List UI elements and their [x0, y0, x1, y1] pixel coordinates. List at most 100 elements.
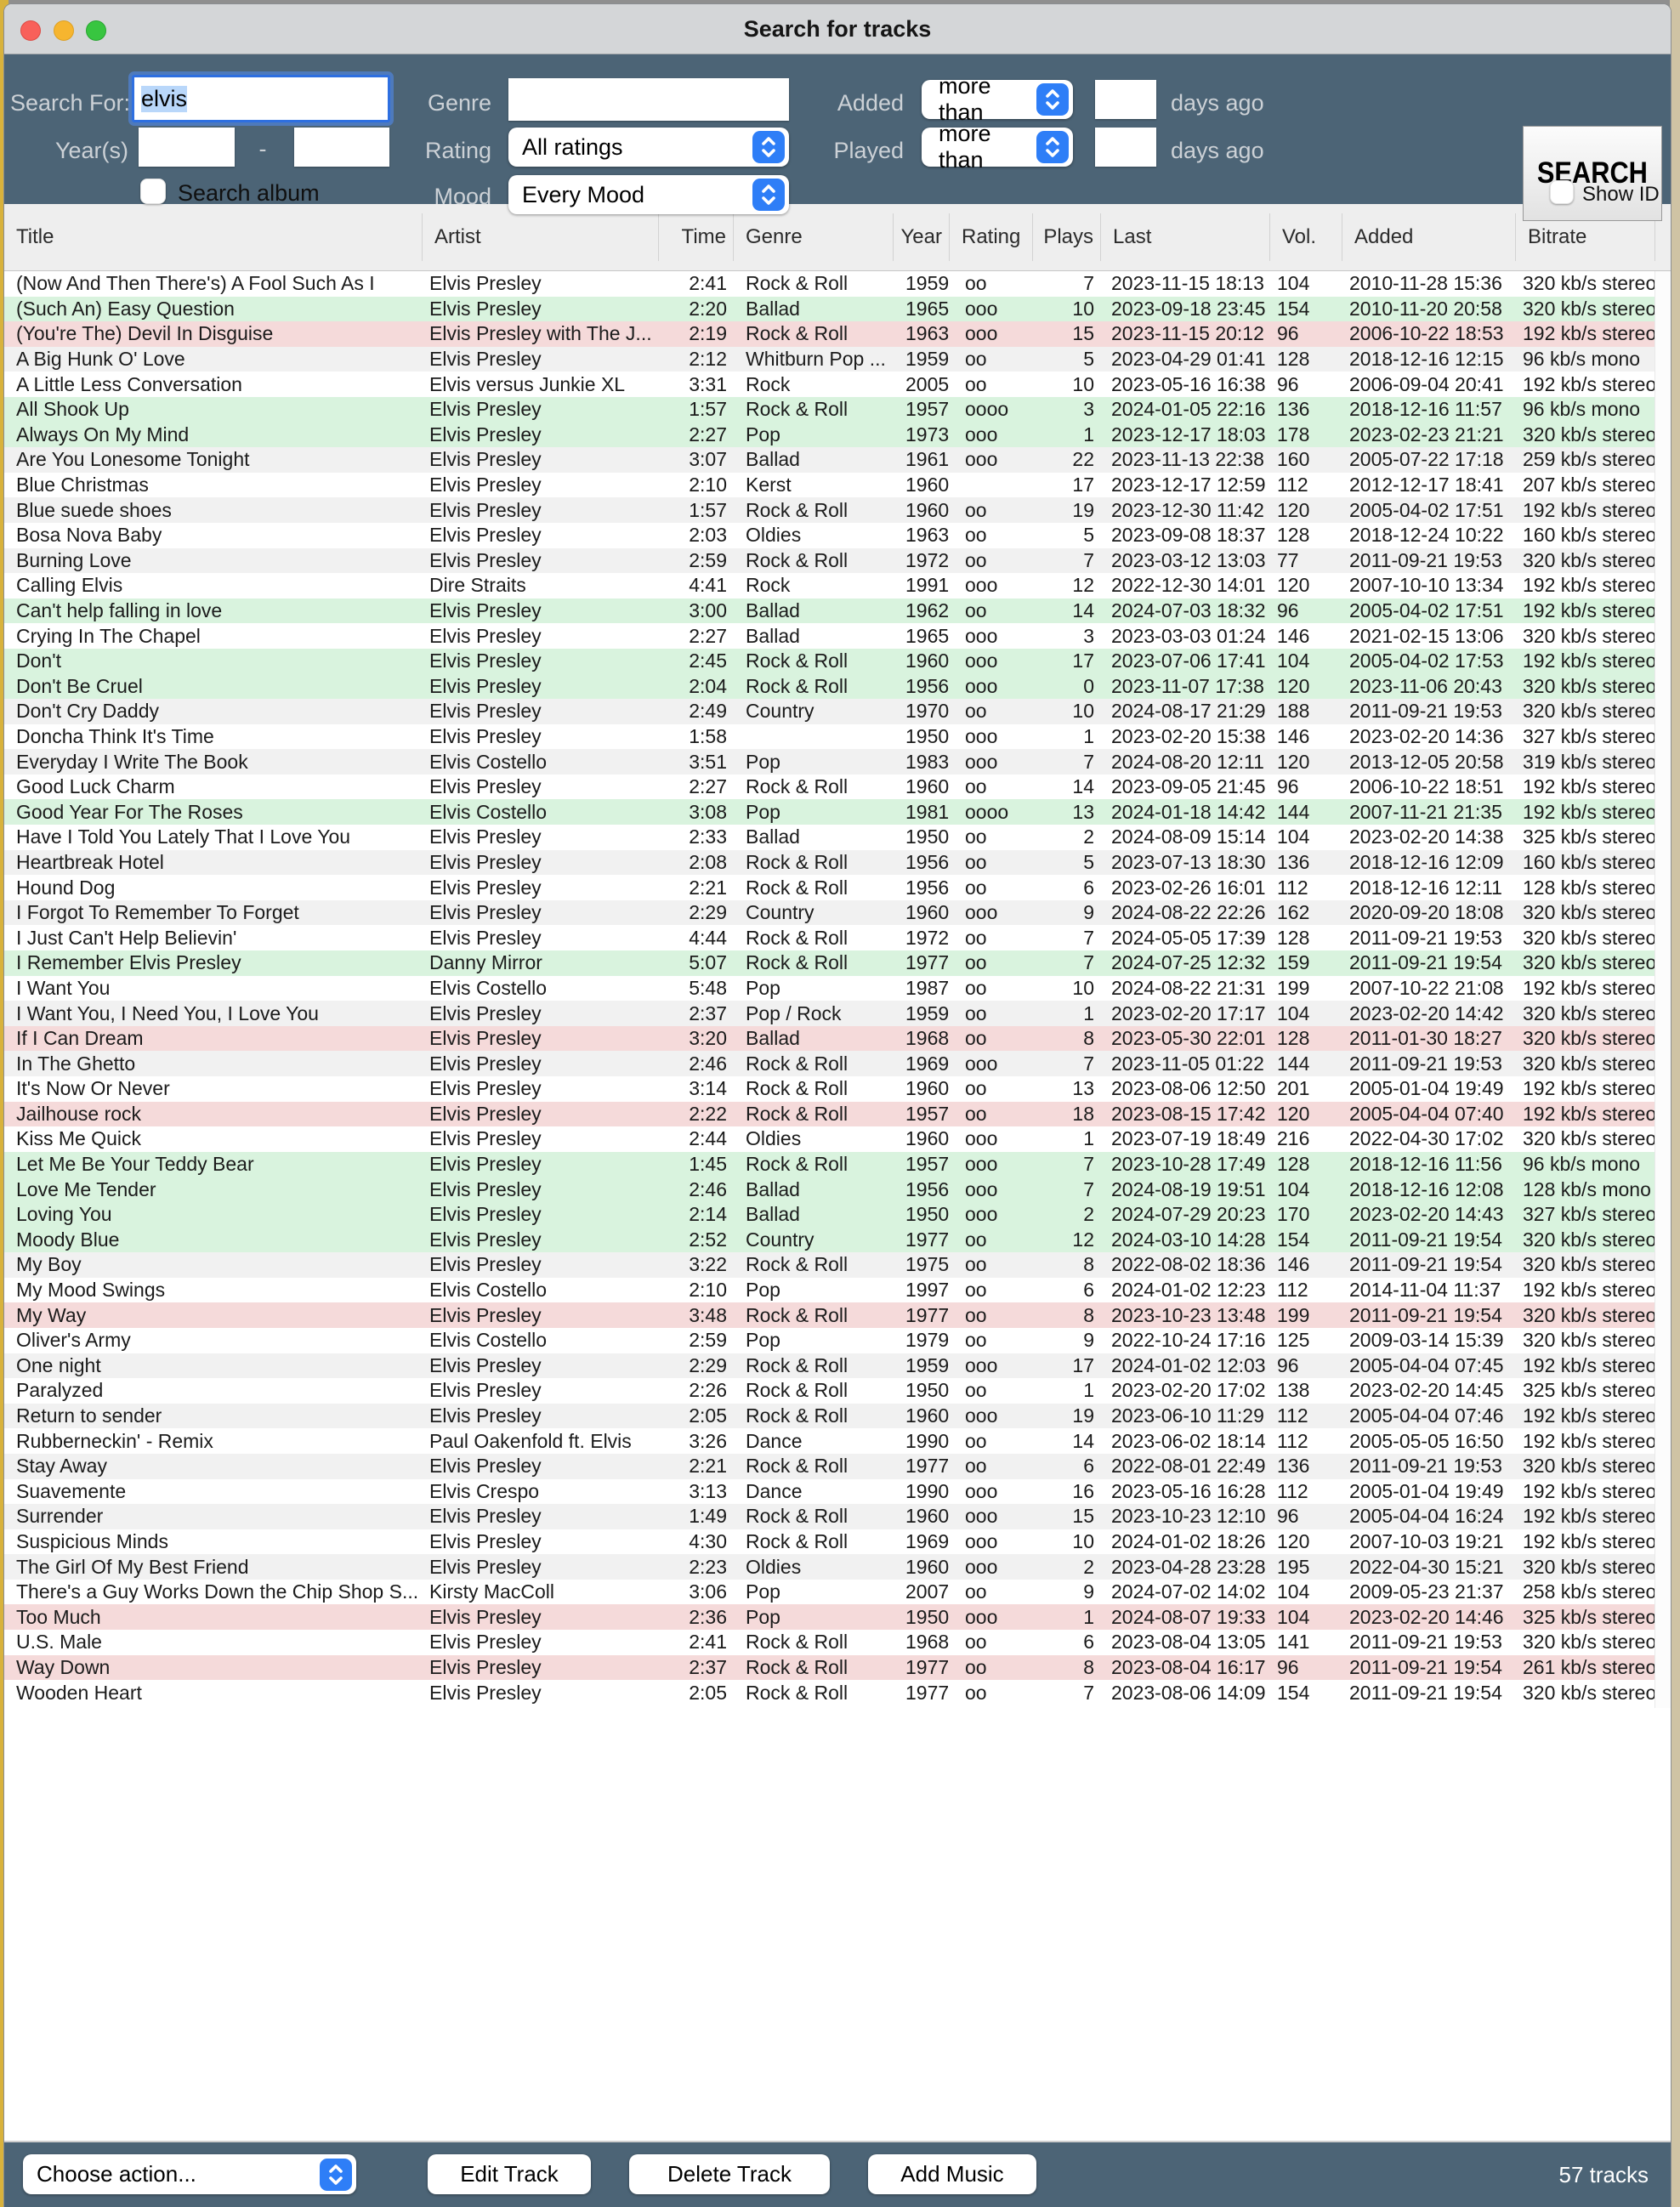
- mood-select[interactable]: Every Mood: [508, 175, 789, 214]
- table-row[interactable]: The Girl Of My Best Friend Elvis Presley 2…: [4, 1554, 1655, 1580]
- show-id-checkbox[interactable]: [1550, 180, 1574, 204]
- column-header-plays[interactable]: Plays: [1033, 213, 1101, 261]
- table-row[interactable]: Crying In The Chapel Elvis Presley 2:27 Bal…: [4, 623, 1655, 649]
- column-header-bitrate[interactable]: Bitrate: [1516, 213, 1655, 261]
- table-row[interactable]: Suavemente Elvis Crespo 3:13 Dance 1990 ooo 16…: [4, 1479, 1655, 1505]
- cell-artist: Elvis Presley: [429, 348, 542, 371]
- played-comparator-select[interactable]: more than: [922, 121, 1073, 173]
- cell-artist: Elvis Presley: [429, 775, 542, 798]
- add-music-button[interactable]: Add Music: [868, 2154, 1036, 2194]
- column-header-genre[interactable]: Genre: [734, 213, 894, 261]
- cell-added: 2011-09-21 19:53: [1349, 926, 1502, 949]
- cell-artist: Elvis Presley: [429, 1153, 542, 1176]
- column-header-added[interactable]: Added: [1342, 213, 1516, 261]
- column-header-vol[interactable]: Vol.: [1270, 213, 1342, 261]
- table-row[interactable]: Are You Lonesome Tonight Elvis Presley 3:0…: [4, 447, 1655, 473]
- table-row[interactable]: Good Luck Charm Elvis Presley 2:27 Rock & R…: [4, 774, 1655, 800]
- table-row[interactable]: It's Now Or Never Elvis Presley 3:14 Rock &…: [4, 1076, 1655, 1102]
- table-row[interactable]: Jailhouse rock Elvis Presley 2:22 Rock & Ro…: [4, 1101, 1655, 1127]
- delete-track-button[interactable]: Delete Track: [629, 2154, 830, 2194]
- table-row[interactable]: My Boy Elvis Presley 3:22 Rock & Roll 1975 oo…: [4, 1252, 1655, 1278]
- table-row[interactable]: Burning Love Elvis Presley 2:59 Rock & Roll…: [4, 547, 1655, 574]
- edit-track-button[interactable]: Edit Track: [428, 2154, 591, 2194]
- table-row[interactable]: My Way Elvis Presley 3:48 Rock & Roll 1977 oo…: [4, 1302, 1655, 1328]
- table-row[interactable]: If I Can Dream Elvis Presley 3:20 Ballad 196…: [4, 1025, 1655, 1052]
- table-row[interactable]: Always On My Mind Elvis Presley 2:27 Pop 197…: [4, 422, 1655, 448]
- played-days-input[interactable]: [1095, 128, 1156, 167]
- table-row[interactable]: Everyday I Write The Book Elvis Costello 3…: [4, 749, 1655, 774]
- table-row[interactable]: Good Year For The Roses Elvis Costello 3:0…: [4, 799, 1655, 825]
- table-row[interactable]: My Mood Swings Elvis Costello 2:10 Pop 1997 o…: [4, 1278, 1655, 1303]
- table-row[interactable]: Heartbreak Hotel Elvis Presley 2:08 Rock & …: [4, 849, 1655, 876]
- table-row[interactable]: A Little Less Conversation Elvis versus J…: [4, 372, 1655, 397]
- table-row[interactable]: Have I Told You Lately That I Love You El…: [4, 825, 1655, 850]
- rating-select[interactable]: All ratings: [508, 128, 789, 167]
- table-row[interactable]: Suspicious Minds Elvis Presley 4:30 Rock & …: [4, 1529, 1655, 1555]
- table-row[interactable]: Oliver's Army Elvis Costello 2:59 Pop 1979 oo…: [4, 1328, 1655, 1353]
- table-row[interactable]: I Remember Elvis Presley Danny Mirror 5:07…: [4, 950, 1655, 976]
- table-row[interactable]: There's a Guy Works Down the Chip Shop S…: [4, 1580, 1655, 1605]
- table-row[interactable]: In The Ghetto Elvis Presley 2:46 Rock & Rol…: [4, 1051, 1655, 1076]
- table-row[interactable]: Rubberneckin' - Remix Paul Oakenfold ft. …: [4, 1428, 1655, 1454]
- year-from-input[interactable]: [139, 128, 235, 167]
- table-row[interactable]: All Shook Up Elvis Presley 1:57 Rock & Roll…: [4, 396, 1654, 423]
- table-row[interactable]: I Forgot To Remember To Forget Elvis Pres…: [4, 899, 1655, 926]
- table-row[interactable]: (Now And Then There's) A Fool Such As I E…: [4, 271, 1655, 297]
- table-row[interactable]: Don't Cry Daddy Elvis Presley 2:49 Country 1…: [4, 699, 1655, 724]
- year-to-input[interactable]: [294, 128, 389, 167]
- title-bar[interactable]: Search for tracks: [4, 4, 1671, 54]
- cell-rating: oo: [965, 1228, 987, 1251]
- column-header-time[interactable]: Time: [659, 213, 734, 261]
- table-row[interactable]: I Just Can't Help Believin' Elvis Presley…: [4, 925, 1655, 950]
- table-row[interactable]: Love Me Tender Elvis Presley 2:46 Ballad 195…: [4, 1177, 1654, 1202]
- table-row[interactable]: Don't Elvis Presley 2:45 Rock & Roll 1960 ooo…: [4, 648, 1655, 674]
- cell-time: 5:48: [689, 976, 727, 999]
- table-row[interactable]: Moody Blue Elvis Presley 2:52 Country 1977 oo…: [4, 1227, 1655, 1253]
- search-input[interactable]: elvis: [132, 75, 390, 122]
- table-row[interactable]: Blue suede shoes Elvis Presley 1:57 Rock & …: [4, 497, 1655, 523]
- table-row[interactable]: Return to sender Elvis Presley 2:05 Rock & …: [4, 1403, 1655, 1429]
- table-row[interactable]: Can't help falling in love Elvis Presley 3…: [4, 598, 1655, 624]
- table-row[interactable]: A Big Hunk O' Love Elvis Presley 2:12 Whitb…: [4, 346, 1654, 372]
- table-row[interactable]: Kiss Me Quick Elvis Presley 2:44 Oldies 1960…: [4, 1126, 1655, 1152]
- choose-action-select[interactable]: Choose action...: [23, 2154, 356, 2194]
- column-header-last[interactable]: Last: [1101, 213, 1270, 261]
- table-row[interactable]: One night Elvis Presley 2:29 Rock & Roll 195…: [4, 1353, 1655, 1379]
- cell-time: 1:57: [689, 398, 727, 421]
- table-row[interactable]: U.S. Male Elvis Presley 2:41 Rock & Roll 196…: [4, 1630, 1655, 1655]
- close-icon[interactable]: [20, 20, 41, 41]
- table-row[interactable]: I Want You, I Need You, I Love You Elvis …: [4, 1001, 1655, 1026]
- minimize-icon[interactable]: [54, 20, 74, 41]
- table-row[interactable]: Wooden Heart Elvis Presley 2:05 Rock & Roll…: [4, 1680, 1655, 1705]
- added-days-input[interactable]: [1095, 80, 1156, 119]
- genre-input[interactable]: [508, 78, 789, 121]
- added-comparator-select[interactable]: more than: [922, 73, 1073, 125]
- table-row[interactable]: Way Down Elvis Presley 2:37 Rock & Roll 1977…: [4, 1654, 1655, 1681]
- table-row[interactable]: Stay Away Elvis Presley 2:21 Rock & Roll 197…: [4, 1453, 1655, 1479]
- table-row[interactable]: Doncha Think It's Time Elvis Presley 1:58 1…: [4, 724, 1655, 750]
- table-row[interactable]: Too Much Elvis Presley 2:36 Pop 1950 ooo 1 2024…: [4, 1604, 1655, 1631]
- search-album-checkbox[interactable]: [140, 179, 166, 204]
- table-row[interactable]: Let Me Be Your Teddy Bear Elvis Presley 1:…: [4, 1151, 1654, 1177]
- table-row[interactable]: Don't Be Cruel Elvis Presley 2:04 Rock & Ro…: [4, 673, 1655, 700]
- cell-title: Return to sender: [16, 1404, 162, 1427]
- table-row[interactable]: Blue Christmas Elvis Presley 2:10 Kerst 1960…: [4, 473, 1655, 498]
- search-button[interactable]: SEARCH: [1523, 126, 1662, 221]
- table-row[interactable]: Bosa Nova Baby Elvis Presley 2:03 Oldies 196…: [4, 523, 1655, 548]
- table-row[interactable]: Loving You Elvis Presley 2:14 Ballad 1950 ooo…: [4, 1201, 1655, 1228]
- table-row[interactable]: Hound Dog Elvis Presley 2:21 Rock & Roll 195…: [4, 875, 1655, 900]
- column-header-rating[interactable]: Rating: [950, 213, 1033, 261]
- cell-bitrate: 192 kb/s stereo: [1523, 1479, 1655, 1502]
- table-row[interactable]: I Want You Elvis Costello 5:48 Pop 1987 oo 10 2…: [4, 976, 1655, 1001]
- cell-time: 3:20: [689, 1027, 727, 1050]
- table-row[interactable]: Paralyzed Elvis Presley 2:26 Rock & Roll 195…: [4, 1378, 1655, 1404]
- zoom-icon[interactable]: [86, 20, 106, 41]
- table-row[interactable]: (You're The) Devil In Disguise Elvis Pres…: [4, 321, 1655, 347]
- column-header-title[interactable]: Title: [4, 213, 423, 261]
- column-header-artist[interactable]: Artist: [423, 213, 659, 261]
- cell-bitrate: 192 kb/s stereo: [1523, 1077, 1655, 1100]
- table-row[interactable]: Surrender Elvis Presley 1:49 Rock & Roll 196…: [4, 1504, 1655, 1529]
- column-header-year[interactable]: Year: [894, 213, 950, 261]
- table-row[interactable]: Calling Elvis Dire Straits 4:41 Rock 1991 ooo…: [4, 573, 1655, 599]
- table-row[interactable]: (Such An) Easy Question Elvis Presley 2:20…: [4, 296, 1655, 322]
